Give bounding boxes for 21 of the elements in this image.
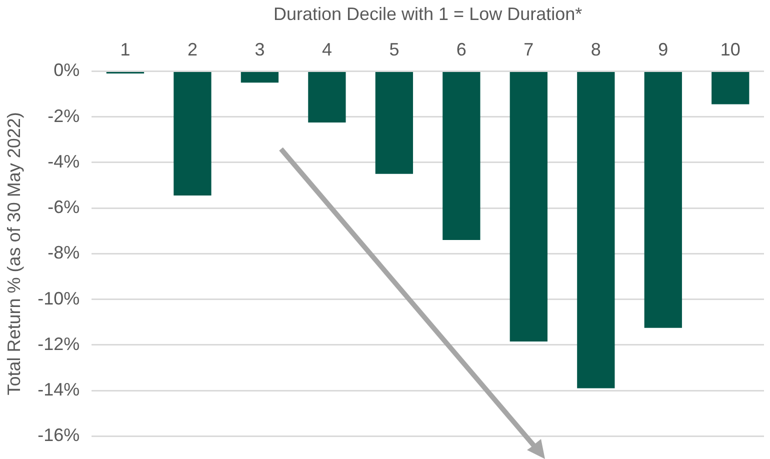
y-tick-label: -8% <box>48 242 80 263</box>
x-tick-label: 3 <box>254 39 265 60</box>
x-tick-label: 5 <box>389 39 400 60</box>
x-tick-label: 9 <box>658 39 668 60</box>
y-tick-label: -6% <box>48 197 80 218</box>
x-tick-label: 6 <box>456 39 466 60</box>
x-tick-label: 10 <box>720 39 740 60</box>
x-tick-label: 8 <box>590 39 601 60</box>
y-tick-label: -4% <box>48 151 80 172</box>
y-tick-label: -12% <box>38 334 80 354</box>
y-tick-label: -14% <box>38 380 80 400</box>
x-axis-title: Duration Decile with 1 = Low Duration* <box>273 4 582 24</box>
x-tick-label: 1 <box>120 39 130 60</box>
y-axis-title: Total Return % (as of 30 May 2022) <box>4 112 24 396</box>
y-tick-label: -2% <box>48 106 80 126</box>
x-tick-label: 2 <box>187 39 198 60</box>
y-tick-label: -10% <box>38 288 80 308</box>
y-tick-label: -16% <box>38 425 80 446</box>
x-tick-label: 7 <box>524 39 534 60</box>
y-tick-label: 0% <box>54 60 80 80</box>
x-tick-label: 4 <box>322 39 332 60</box>
